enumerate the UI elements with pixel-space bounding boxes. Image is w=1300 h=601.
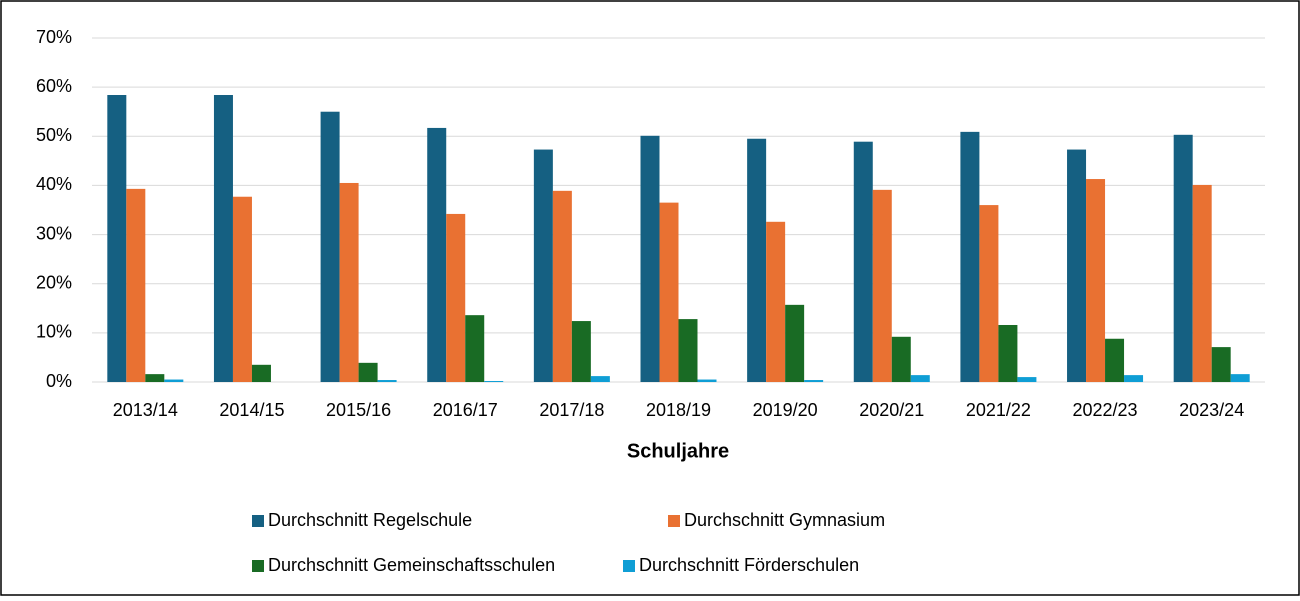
bar [1192, 184, 1212, 382]
x-tick-label: 2022/23 [1073, 400, 1138, 420]
bar [910, 375, 930, 382]
bar [126, 188, 146, 382]
bar [1086, 179, 1106, 382]
bar [1105, 338, 1125, 382]
bar [891, 336, 911, 382]
legend-swatch [252, 560, 264, 572]
legend-swatch [623, 560, 635, 572]
bar [107, 95, 127, 383]
legend-swatch [668, 515, 680, 527]
x-tick-label: 2021/22 [966, 400, 1031, 420]
legend-swatch [252, 515, 264, 527]
bar [1067, 149, 1087, 382]
bar [659, 202, 679, 382]
legend-label: Durchschnitt Förderschulen [639, 555, 859, 575]
y-tick-label: 70% [36, 27, 72, 47]
bar [1173, 134, 1193, 382]
bar [1230, 374, 1250, 382]
bar [533, 149, 553, 382]
x-tick-label: 2017/18 [539, 400, 604, 420]
bar [1211, 347, 1231, 382]
y-tick-label: 10% [36, 322, 72, 342]
x-tick-label: 2020/21 [859, 400, 924, 420]
bar [320, 111, 340, 382]
bar [804, 380, 824, 382]
bar [785, 304, 805, 382]
bar [484, 381, 504, 382]
y-tick-label: 0% [46, 371, 72, 391]
bar [640, 135, 660, 382]
bar [251, 364, 271, 382]
bar [358, 362, 378, 382]
x-tick-label: 2023/24 [1179, 400, 1244, 420]
bar [446, 213, 466, 382]
legend-label: Durchschnitt Gymnasium [684, 510, 885, 530]
x-tick-label: 2019/20 [753, 400, 818, 420]
bar [145, 374, 165, 382]
x-tick-label: 2013/14 [113, 400, 178, 420]
bar [1124, 375, 1144, 382]
legend-label: Durchschnitt Regelschule [268, 510, 472, 530]
y-tick-label: 20% [36, 272, 72, 292]
bar [377, 380, 397, 382]
bar [213, 95, 233, 383]
bar [979, 205, 999, 382]
bar [1017, 377, 1037, 382]
bar [853, 141, 873, 382]
x-tick-label: 2015/16 [326, 400, 391, 420]
bar [678, 319, 698, 382]
bar [872, 189, 892, 382]
x-tick-label: 2016/17 [433, 400, 498, 420]
bar [590, 376, 610, 382]
legend-label: Durchschnitt Gemeinschaftsschulen [268, 555, 555, 575]
bar [232, 196, 252, 382]
bar [747, 138, 767, 382]
bar [339, 182, 359, 382]
y-tick-label: 30% [36, 223, 72, 243]
bar [766, 221, 786, 382]
bar [998, 324, 1018, 382]
bar [697, 379, 717, 382]
bar [427, 127, 447, 382]
y-tick-label: 40% [36, 174, 72, 194]
x-tick-label: 2018/19 [646, 400, 711, 420]
x-tick-label: 2014/15 [219, 400, 284, 420]
x-axis-title: Schuljahre [627, 440, 729, 462]
bar [960, 131, 980, 382]
y-tick-label: 60% [36, 76, 72, 96]
y-tick-label: 50% [36, 125, 72, 145]
bar [465, 315, 485, 382]
bar [571, 321, 591, 382]
bar [164, 379, 184, 382]
bar [552, 190, 572, 382]
